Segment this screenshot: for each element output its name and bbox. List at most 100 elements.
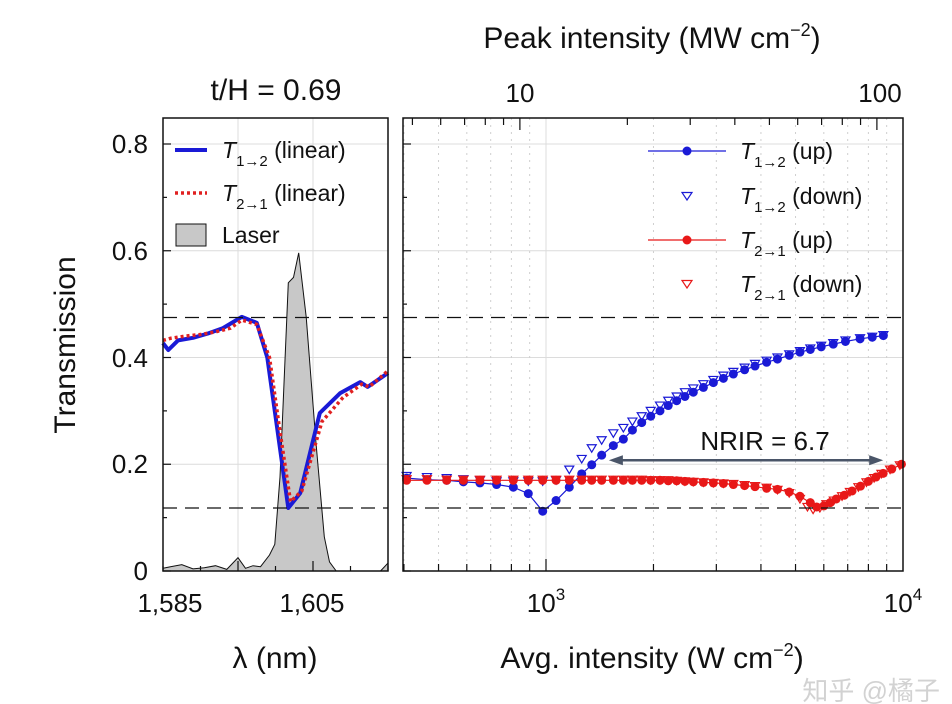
data-point-t2-1-down-: [401, 475, 413, 485]
data-point-t2-1-up-: [688, 477, 698, 487]
legend-symbol: T: [740, 271, 756, 297]
data-point-t2-1-down-: [820, 500, 832, 510]
data-point-t2-1-up-: [637, 475, 647, 485]
x-tick-label-1e4: 104: [884, 585, 922, 618]
data-point-t1-2-down-: [563, 465, 575, 475]
legend-symbol: T: [740, 183, 756, 209]
data-point-t2-1-down-: [679, 477, 691, 487]
data-point-t2-1-down-: [749, 482, 761, 492]
data-point-t2-1-up-: [597, 475, 607, 485]
data-point-t2-1-down-: [697, 478, 709, 488]
legend-text: (up): [786, 138, 833, 164]
data-point-t2-1-down-: [596, 475, 608, 485]
data-point-t1-2-up-: [828, 339, 838, 349]
data-point-t2-1-down-: [507, 475, 519, 485]
legend-marker-triangle: [680, 191, 694, 202]
data-point-t2-1-down-: [771, 485, 784, 496]
data-point-t1-2-up-: [627, 425, 637, 435]
series-line-t12-linear: [161, 314, 390, 510]
legend-text: (linear): [268, 137, 346, 163]
y-tick-label-0.2: 0.2: [112, 449, 148, 479]
data-point-t2-1-up-: [750, 482, 760, 492]
data-point-t1-2-up-: [795, 347, 805, 357]
data-point-t2-1-down-: [474, 475, 486, 485]
data-point-t2-1-up-: [608, 475, 618, 485]
data-point-t1-2-up-: [597, 450, 607, 460]
data-point-t2-1-down-: [844, 487, 856, 498]
legend-text: (down): [786, 271, 863, 297]
legend-symbol: T: [222, 180, 238, 206]
data-point-t2-1-down-: [807, 505, 819, 515]
data-point-t1-2-down-: [645, 406, 657, 417]
data-point-t2-1-down-: [491, 475, 503, 485]
data-point-t1-2-up-: [855, 334, 865, 344]
data-point-t1-2-down-: [854, 334, 866, 344]
y-tick-label-0.4: 0.4: [112, 343, 148, 373]
data-point-t2-1-down-: [761, 483, 773, 493]
y-tick-label-0.8: 0.8: [112, 129, 148, 159]
nrir-annotation: NRIR = 6.7: [608, 426, 884, 466]
data-point-t2-1-down-: [868, 474, 880, 484]
data-point-t1-2-up-: [564, 482, 574, 492]
data-point-t1-2-up-: [655, 406, 665, 416]
legend-left: T1→2 (linear)T2→1 (linear)Laser: [175, 137, 346, 248]
data-point-t2-1-down-: [626, 475, 638, 485]
data-point-t2-1-down-: [836, 492, 848, 502]
legend-subscript: 1→2: [236, 153, 268, 170]
data-point-t2-1-down-: [654, 476, 666, 486]
data-point-t2-1-up-: [663, 476, 673, 486]
data-point-t2-1-down-: [707, 478, 719, 489]
y-tick-label-0: 0: [134, 556, 148, 586]
data-point-t2-1-down-: [550, 475, 562, 485]
legend-subscript: 1→2: [754, 199, 786, 216]
data-point-t1-2-up-: [805, 344, 815, 354]
x-tick-label-1605: 1,605: [279, 588, 344, 618]
data-point-t1-2-up-: [608, 441, 618, 451]
data-point-t1-2-up-: [508, 482, 518, 492]
data-point-t1-2-down-: [827, 338, 839, 349]
data-point-t2-1-down-: [586, 475, 598, 485]
nrir-label: NRIR = 6.7: [700, 426, 829, 456]
data-point-t1-2-down-: [586, 444, 598, 454]
data-point-t1-2-down-: [697, 380, 709, 390]
data-point-t2-1-down-: [852, 483, 864, 493]
data-point-t1-2-down-: [671, 392, 683, 402]
data-point-t2-1-down-: [717, 479, 729, 489]
legend-marker-circle: [682, 146, 692, 156]
y-tick-label-0.6: 0.6: [112, 236, 148, 266]
data-point-t2-1-down-: [884, 465, 896, 475]
legend-symbol: T: [740, 227, 756, 253]
top-tick-label-10: 10: [506, 78, 535, 108]
data-point-t2-1-up-: [422, 475, 432, 485]
y-axis-label: Transmission: [49, 256, 82, 433]
data-point-t1-2-down-: [707, 375, 719, 386]
legend-label: T1→2 (down): [740, 183, 862, 216]
data-point-t1-2-up-: [867, 332, 877, 342]
data-point-t1-2-up-: [618, 434, 628, 444]
data-point-t2-1-up-: [538, 475, 548, 485]
data-point-t2-1-down-: [617, 475, 629, 485]
legend-subscript: 1→2: [754, 154, 786, 171]
data-point-t2-1-down-: [457, 475, 469, 485]
data-point-t2-1-down-: [607, 475, 619, 485]
data-point-t2-1-up-: [805, 498, 815, 508]
legend-swatch-laser: [175, 223, 207, 247]
data-point-t2-1-up-: [795, 491, 805, 501]
data-point-t2-1-down-: [636, 475, 648, 485]
data-point-t2-1-down-: [671, 476, 683, 486]
data-point-t2-1-up-: [728, 480, 738, 490]
data-point-t2-1-down-: [687, 477, 699, 488]
data-point-t1-2-down-: [679, 388, 691, 398]
legend-label: T1→2 (up): [740, 138, 833, 171]
legend-marker-triangle: [680, 279, 694, 290]
data-point-t2-1-up-: [646, 475, 656, 485]
data-point-t2-1-down-: [576, 475, 588, 485]
x-tick-label-1e3: 103: [527, 585, 565, 618]
data-point-t2-1-down-: [783, 488, 795, 499]
data-layer: [161, 252, 906, 572]
data-point-t2-1-down-: [645, 476, 657, 486]
data-point-t2-1-up-: [523, 475, 533, 485]
data-point-t2-1-down-: [537, 475, 549, 485]
data-point-t1-2-down-: [717, 371, 729, 381]
legend-label: Laser: [222, 222, 280, 248]
